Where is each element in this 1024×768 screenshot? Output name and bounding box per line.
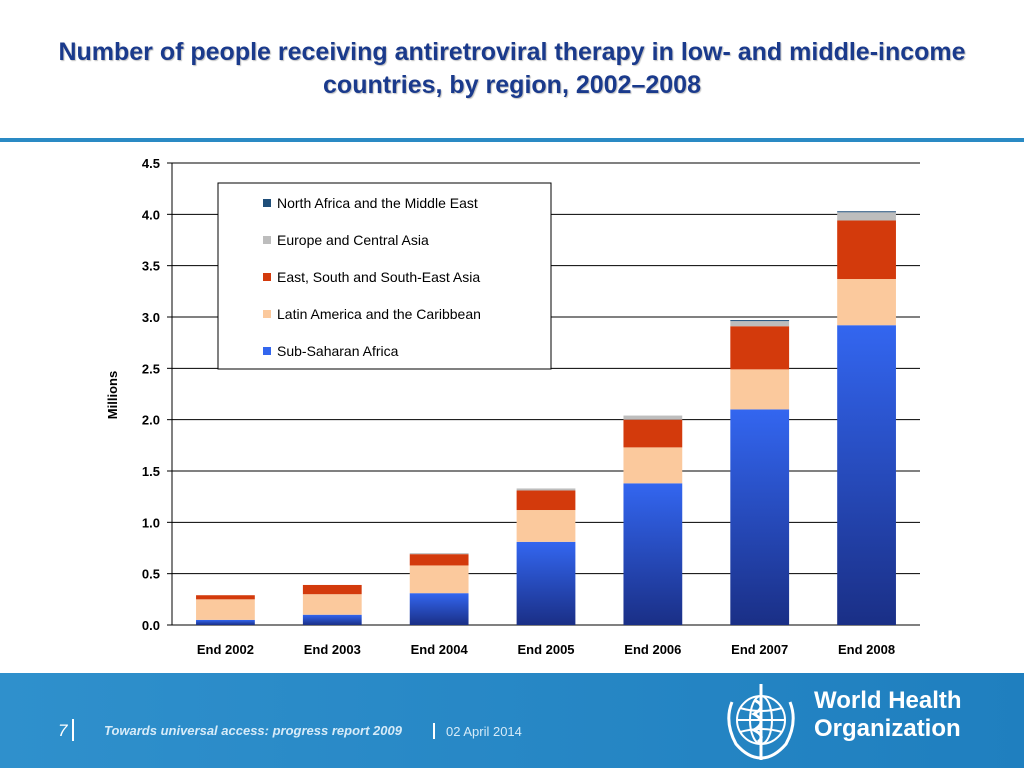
bar-segment-east-south-and-south-east-asia	[196, 595, 255, 600]
y-tick-label: 2.0	[142, 413, 160, 428]
x-tick-label: End 2005	[517, 642, 574, 657]
bar-segment-europe-and-central-asia	[623, 415, 683, 420]
y-tick-label: 0.5	[142, 567, 160, 582]
bar-segment-north-africa-and-the-middle-east	[837, 211, 896, 213]
y-tick-label: 4.0	[142, 207, 160, 222]
bar-segment-east-south-and-south-east-asia	[837, 220, 896, 280]
bar-segment-latin-america-and-the-caribbean	[516, 510, 576, 542]
legend-swatch	[263, 199, 271, 207]
y-tick-label: 2.5	[142, 361, 160, 376]
legend-swatch	[263, 310, 271, 318]
page-separator	[72, 719, 74, 741]
bar-segment-latin-america-and-the-caribbean	[730, 369, 790, 410]
y-tick-label: 3.0	[142, 310, 160, 325]
legend-label: Sub-Saharan Africa	[277, 343, 399, 359]
legend-label: East, South and South-East Asia	[277, 269, 480, 285]
page-number: 7	[58, 721, 68, 740]
footer: 7 Towards universal access: progress rep…	[0, 673, 1024, 768]
who-logo-text: World Health Organization	[814, 687, 962, 743]
y-tick-label: 1.5	[142, 464, 160, 479]
bar-segment-europe-and-central-asia	[409, 553, 469, 555]
bar-segment-sub-saharan-africa	[730, 409, 790, 625]
bar-segment-latin-america-and-the-caribbean	[623, 447, 683, 484]
x-tick-label: End 2003	[304, 642, 361, 657]
bar-segment-east-south-and-south-east-asia	[623, 419, 683, 448]
legend-swatch	[263, 236, 271, 244]
who-logo-line2: Organization	[814, 715, 961, 742]
legend-label: Europe and Central Asia	[277, 232, 429, 248]
legend-label: North Africa and the Middle East	[277, 195, 478, 211]
legend-label: Latin America and the Caribbean	[277, 306, 481, 322]
y-axis-label: Millions	[105, 371, 120, 419]
x-tick-label: End 2006	[624, 642, 681, 657]
bar-segment-europe-and-central-asia	[730, 321, 790, 327]
x-tick-label: End 2004	[411, 642, 469, 657]
x-tick-label: End 2007	[731, 642, 788, 657]
bar-segment-sub-saharan-africa	[516, 541, 576, 625]
bar-segment-latin-america-and-the-caribbean	[837, 279, 896, 326]
x-tick-label: End 2002	[197, 642, 254, 657]
title-divider	[0, 138, 1024, 142]
bar-chart: 0.0 0.5 1.0 1.5 2.0 2.5 3.0 3.5 4.0 4.5 End 2002 En…	[105, 156, 920, 657]
y-tick-label: 4.5	[142, 156, 160, 171]
footer-date: 02 April 2014	[446, 724, 522, 739]
bar-segment-east-south-and-south-east-asia	[409, 554, 469, 566]
bar-segment-sub-saharan-africa	[196, 619, 255, 625]
bar-segment-east-south-and-south-east-asia	[302, 584, 362, 595]
bar-segment-sub-saharan-africa	[623, 483, 683, 625]
bar-segment-europe-and-central-asia	[516, 488, 576, 491]
footer-report-title: Towards universal access: progress repor…	[104, 723, 402, 738]
who-emblem-icon	[727, 684, 795, 760]
bar-segment-sub-saharan-africa	[837, 325, 896, 625]
legend-box	[217, 182, 552, 370]
bar-segment-latin-america-and-the-caribbean	[196, 599, 255, 620]
x-tick-label: End 2008	[838, 642, 895, 657]
footer-separator	[433, 723, 435, 739]
legend-swatch	[263, 273, 271, 281]
y-tick-label: 0.0	[142, 618, 160, 633]
bar-segment-europe-and-central-asia	[837, 212, 896, 221]
legend-swatch	[263, 347, 271, 355]
bar-segment-sub-saharan-africa	[409, 593, 469, 625]
slide-title: Number of people receiving antiretrovira…	[58, 38, 966, 99]
who-logo-line1: World Health	[814, 687, 962, 714]
bar-segment-east-south-and-south-east-asia	[730, 326, 790, 370]
y-tick-label: 3.5	[142, 259, 160, 274]
bar-segment-east-south-and-south-east-asia	[516, 490, 576, 511]
legend: North Africa and the Middle East Europe a…	[217, 182, 552, 370]
y-tick-label: 1.0	[142, 515, 160, 530]
bar-segment-sub-saharan-africa	[302, 614, 362, 625]
bar-segment-latin-america-and-the-caribbean	[409, 565, 469, 594]
bar-segment-latin-america-and-the-caribbean	[302, 594, 362, 615]
bar-segment-north-africa-and-the-middle-east	[730, 320, 790, 322]
